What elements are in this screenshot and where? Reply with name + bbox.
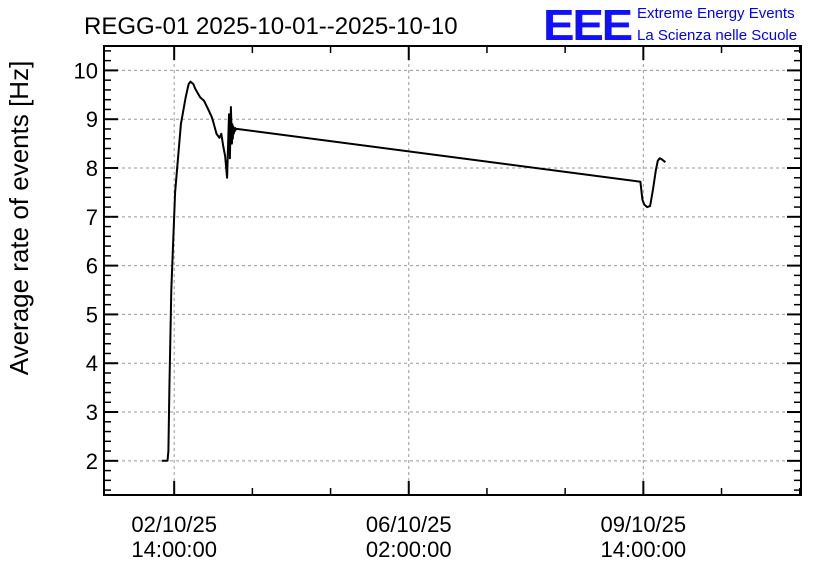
x-tick-time: 14:00:00 — [601, 537, 687, 562]
eee-logo: EEE — [543, 1, 632, 50]
y-tick-label: 10 — [74, 58, 98, 83]
x-tick-date: 09/10/25 — [601, 512, 687, 537]
brand-line-2: La Scienza nelle Scuole — [637, 27, 797, 44]
y-tick-label: 6 — [86, 254, 98, 279]
grid — [104, 46, 801, 495]
brand-logo: EEE Extreme Energy Events La Scienza nel… — [543, 1, 797, 50]
ticks — [104, 46, 801, 495]
y-tick-label: 9 — [86, 107, 98, 132]
x-tick-date: 06/10/25 — [366, 512, 452, 537]
y-tick-label: 3 — [86, 400, 98, 425]
tick-labels: 234567891002/10/2514:00:0006/10/2502:00:… — [74, 58, 687, 562]
plot-frame — [103, 45, 802, 496]
x-tick-date: 02/10/25 — [131, 512, 217, 537]
y-tick-label: 8 — [86, 156, 98, 181]
y-tick-label: 4 — [86, 351, 98, 376]
y-tick-label: 5 — [86, 302, 98, 327]
series-line — [161, 80, 667, 462]
y-axis-label: Average rate of events [Hz] — [4, 61, 34, 376]
y-tick-label: 7 — [86, 205, 98, 230]
x-tick-time: 14:00:00 — [131, 537, 217, 562]
brand-line-1: Extreme Energy Events — [637, 5, 795, 22]
chart-title: REGG-01 2025-10-01--2025-10-10 — [84, 13, 458, 40]
x-tick-time: 02:00:00 — [366, 537, 452, 562]
y-tick-label: 2 — [86, 449, 98, 474]
series-layer — [161, 80, 667, 462]
